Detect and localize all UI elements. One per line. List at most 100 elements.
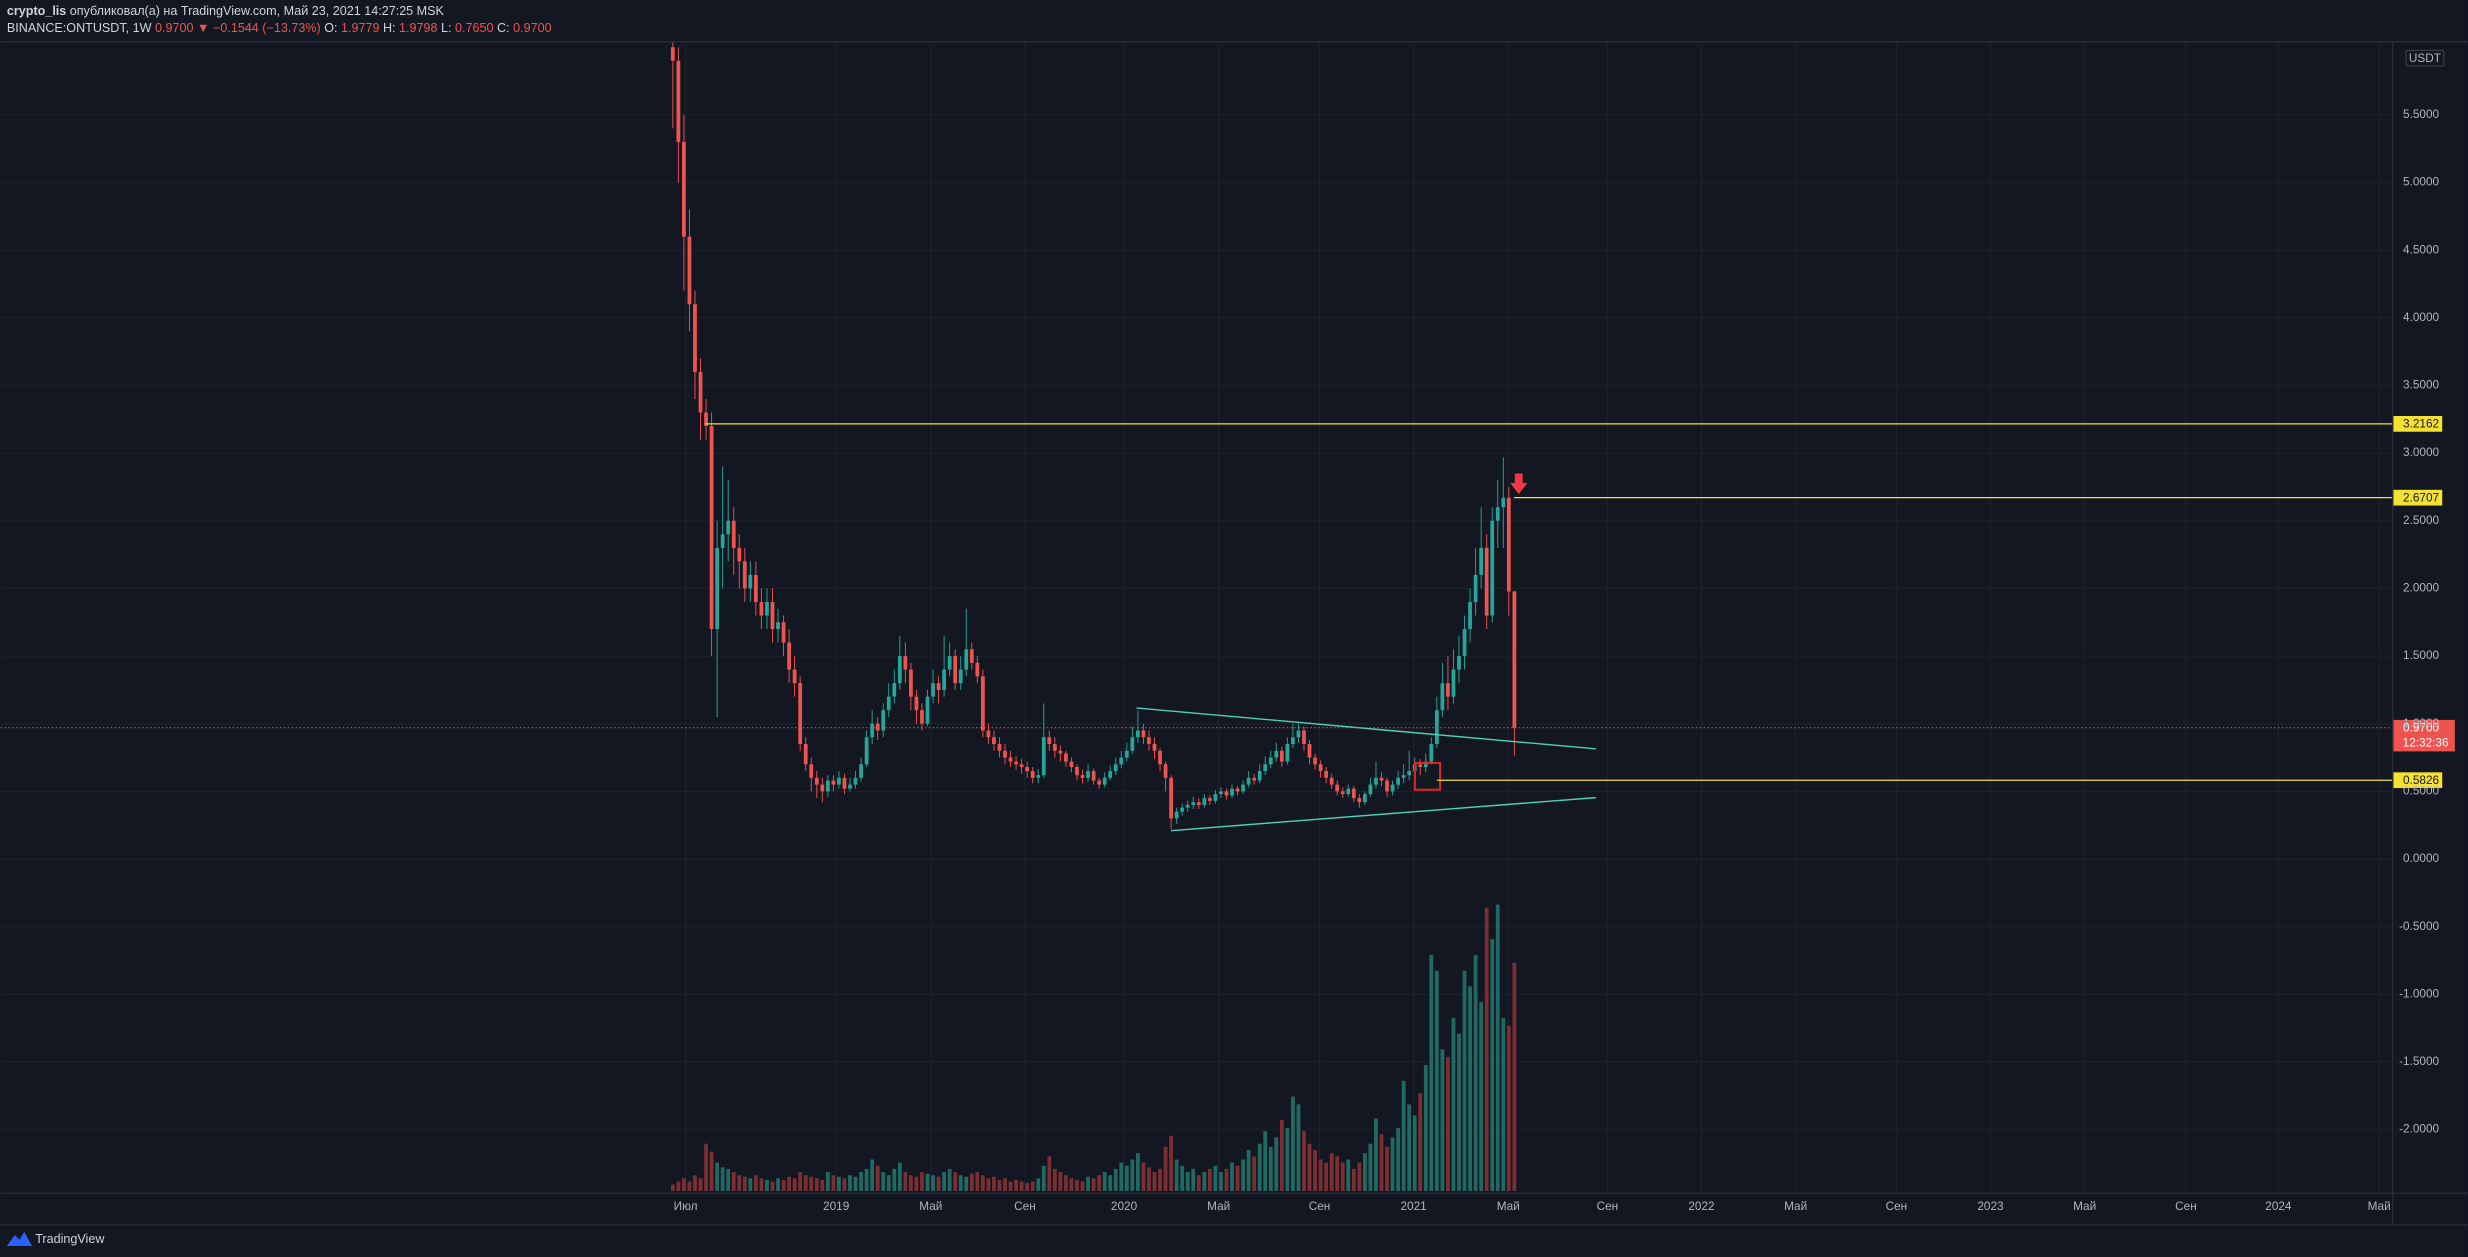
candle-body <box>1291 737 1295 745</box>
candle-body <box>1196 802 1201 805</box>
trendline-upper[interactable] <box>1136 707 1596 750</box>
volume-bar <box>825 1172 830 1191</box>
candle-body <box>1047 737 1052 745</box>
candle-body <box>870 723 875 738</box>
candle-body <box>698 371 703 413</box>
volume-bar <box>986 1178 991 1191</box>
volume-bar <box>1462 970 1467 1191</box>
volume-bar <box>1241 1159 1245 1191</box>
ohlc-label: H: <box>383 21 396 35</box>
level-label: 2.6707 <box>2403 491 2439 504</box>
candle-body <box>881 710 886 731</box>
volume-bar <box>1318 1159 1323 1191</box>
x-tick-label: 2021 <box>1400 1200 1426 1213</box>
candle-body <box>1069 761 1074 768</box>
candle-body <box>1446 683 1450 697</box>
volume-bar <box>1008 1181 1013 1191</box>
volume-bar <box>1268 1146 1273 1191</box>
candle-body <box>720 534 725 548</box>
currency-box[interactable] <box>2405 49 2445 67</box>
volume-bar <box>1329 1153 1334 1191</box>
candle-body <box>1080 775 1085 778</box>
volume-bar <box>1052 1168 1057 1191</box>
volume-bar <box>1108 1175 1113 1191</box>
y-tick-label: 3.0000 <box>2403 446 2439 459</box>
price-axis: 5.5000 5.0000 4.5000 4.0000 3.5000 3.0000 2.50… <box>2399 108 2439 1136</box>
candle-body <box>848 784 852 789</box>
candle-body <box>1136 730 1140 738</box>
volume-bar <box>792 1178 797 1191</box>
volume-bar <box>803 1175 808 1191</box>
x-tick-label: Май <box>1207 1200 1230 1213</box>
volume-bar <box>1335 1156 1340 1191</box>
volume-bar <box>1119 1162 1124 1191</box>
level-tag <box>2393 489 2443 506</box>
candle-body <box>1180 807 1185 812</box>
trendline-lower[interactable] <box>1171 796 1596 832</box>
candle-body <box>1119 757 1124 765</box>
volume-bar <box>1324 1162 1329 1191</box>
last-price-tag <box>2393 719 2455 752</box>
candle-body <box>1423 761 1428 768</box>
y-tick-label: 5.5000 <box>2403 108 2439 121</box>
candle-body <box>693 304 697 372</box>
candle-body <box>1036 775 1041 778</box>
volume-bar <box>814 1178 819 1191</box>
breakout-box[interactable] <box>1413 761 1442 791</box>
author[interactable]: crypto_lis <box>7 4 66 18</box>
candle-body <box>726 520 731 535</box>
candle-body <box>709 426 714 630</box>
candle-body <box>1030 771 1035 778</box>
change-arrow: ▼ <box>197 21 209 35</box>
candle-body <box>1307 744 1312 758</box>
candle-body <box>820 784 825 792</box>
candle-body <box>958 669 963 684</box>
candle-body <box>920 710 924 724</box>
candle-body <box>1003 750 1007 758</box>
volume-bar <box>1479 1002 1484 1191</box>
brand-logo <box>6 1231 33 1246</box>
candle-body <box>1506 497 1511 592</box>
candle-body <box>1346 788 1351 795</box>
candle-body <box>1368 784 1373 795</box>
volume-bar <box>1036 1178 1041 1191</box>
candle-body <box>787 642 791 670</box>
candle-body <box>1014 761 1018 765</box>
ohlc-value: 0.9700 <box>513 21 551 35</box>
volume-bar <box>693 1175 697 1191</box>
ohlc-label: C: <box>497 21 510 35</box>
volume-pane <box>670 904 1517 1191</box>
volume-bar <box>1473 954 1478 1191</box>
candle-body <box>1191 802 1196 805</box>
volume-bar <box>1446 1057 1450 1191</box>
volume-bar <box>1274 1137 1279 1191</box>
level-tag <box>2393 416 2443 432</box>
candle-body <box>925 696 930 724</box>
candle-body <box>875 723 880 731</box>
volume-bar <box>1279 1120 1284 1191</box>
volume-bar <box>1379 1134 1384 1191</box>
volume-bar <box>687 1181 692 1191</box>
volume-bar <box>787 1176 791 1191</box>
volume-bar <box>1202 1172 1207 1191</box>
y-tick-label: 1.5000 <box>2403 649 2439 662</box>
candle-body <box>1174 811 1179 819</box>
y-tick-label: 2.0000 <box>2403 582 2439 595</box>
candle-body <box>969 649 974 663</box>
volume-bar <box>1091 1178 1096 1191</box>
candle-body <box>1058 750 1063 754</box>
down-arrow[interactable] <box>1510 473 1528 494</box>
volume-bar <box>837 1176 841 1191</box>
last-value: 0.9700 <box>155 21 193 35</box>
candle-body <box>837 777 841 785</box>
volume-bar <box>1484 907 1489 1191</box>
candle-body <box>1490 520 1495 616</box>
volume-bar <box>942 1172 947 1191</box>
candle-body <box>897 656 902 684</box>
candle-body <box>687 236 692 305</box>
candle-body <box>992 737 996 745</box>
volume-bar <box>848 1175 852 1191</box>
volume-bar <box>1346 1159 1351 1191</box>
volume-bar <box>670 1184 675 1191</box>
brand[interactable]: TradingView <box>6 1231 105 1246</box>
